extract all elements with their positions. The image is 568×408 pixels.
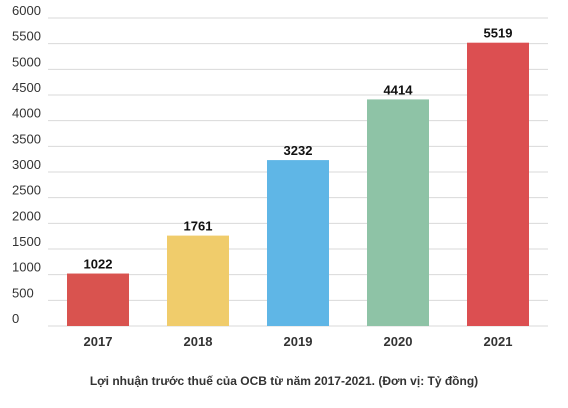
x-axis-ticks: 2017 2018 2019 2020 2021 [84,334,513,349]
data-label-2019: 3232 [284,143,313,158]
data-label-2017: 1022 [84,257,113,272]
y-tick-label: 5500 [12,29,41,44]
bars [67,42,529,326]
y-tick-label: 2000 [12,208,41,223]
y-tick-label: 6000 [12,3,41,18]
y-tick-label: 4500 [12,80,41,95]
y-tick-label: 1500 [12,234,41,249]
bar-2021 [467,42,529,326]
data-label-2021: 5519 [484,26,513,41]
y-tick-label: 1000 [12,260,41,275]
bar-2020 [367,99,429,326]
bar-2017 [67,273,129,326]
y-axis-ticks: 0 500 1000 1500 2000 2500 3000 3500 4000 4500 5000… [12,3,41,326]
bar-2018 [167,235,229,326]
y-tick-label: 0 [12,311,19,326]
data-label-2018: 1761 [184,219,213,234]
x-tick-label-2018: 2018 [184,334,213,349]
y-tick-label: 3500 [12,131,41,146]
y-tick-label: 3000 [12,157,41,172]
chart-caption: Lợi nhuận trước thuế của OCB từ năm 2017… [89,374,479,388]
x-tick-label-2020: 2020 [384,334,413,349]
data-labels: 1022 1761 3232 4414 5519 [84,26,513,272]
y-tick-label: 500 [12,285,34,300]
data-label-2020: 4414 [384,82,414,97]
x-tick-label-2019: 2019 [284,334,313,349]
x-tick-label-2017: 2017 [84,334,113,349]
bar-2019 [267,160,329,326]
x-tick-label-2021: 2021 [484,334,513,349]
y-tick-label: 4000 [12,106,41,121]
y-tick-label: 5000 [12,54,41,69]
y-tick-label: 2500 [12,183,41,198]
